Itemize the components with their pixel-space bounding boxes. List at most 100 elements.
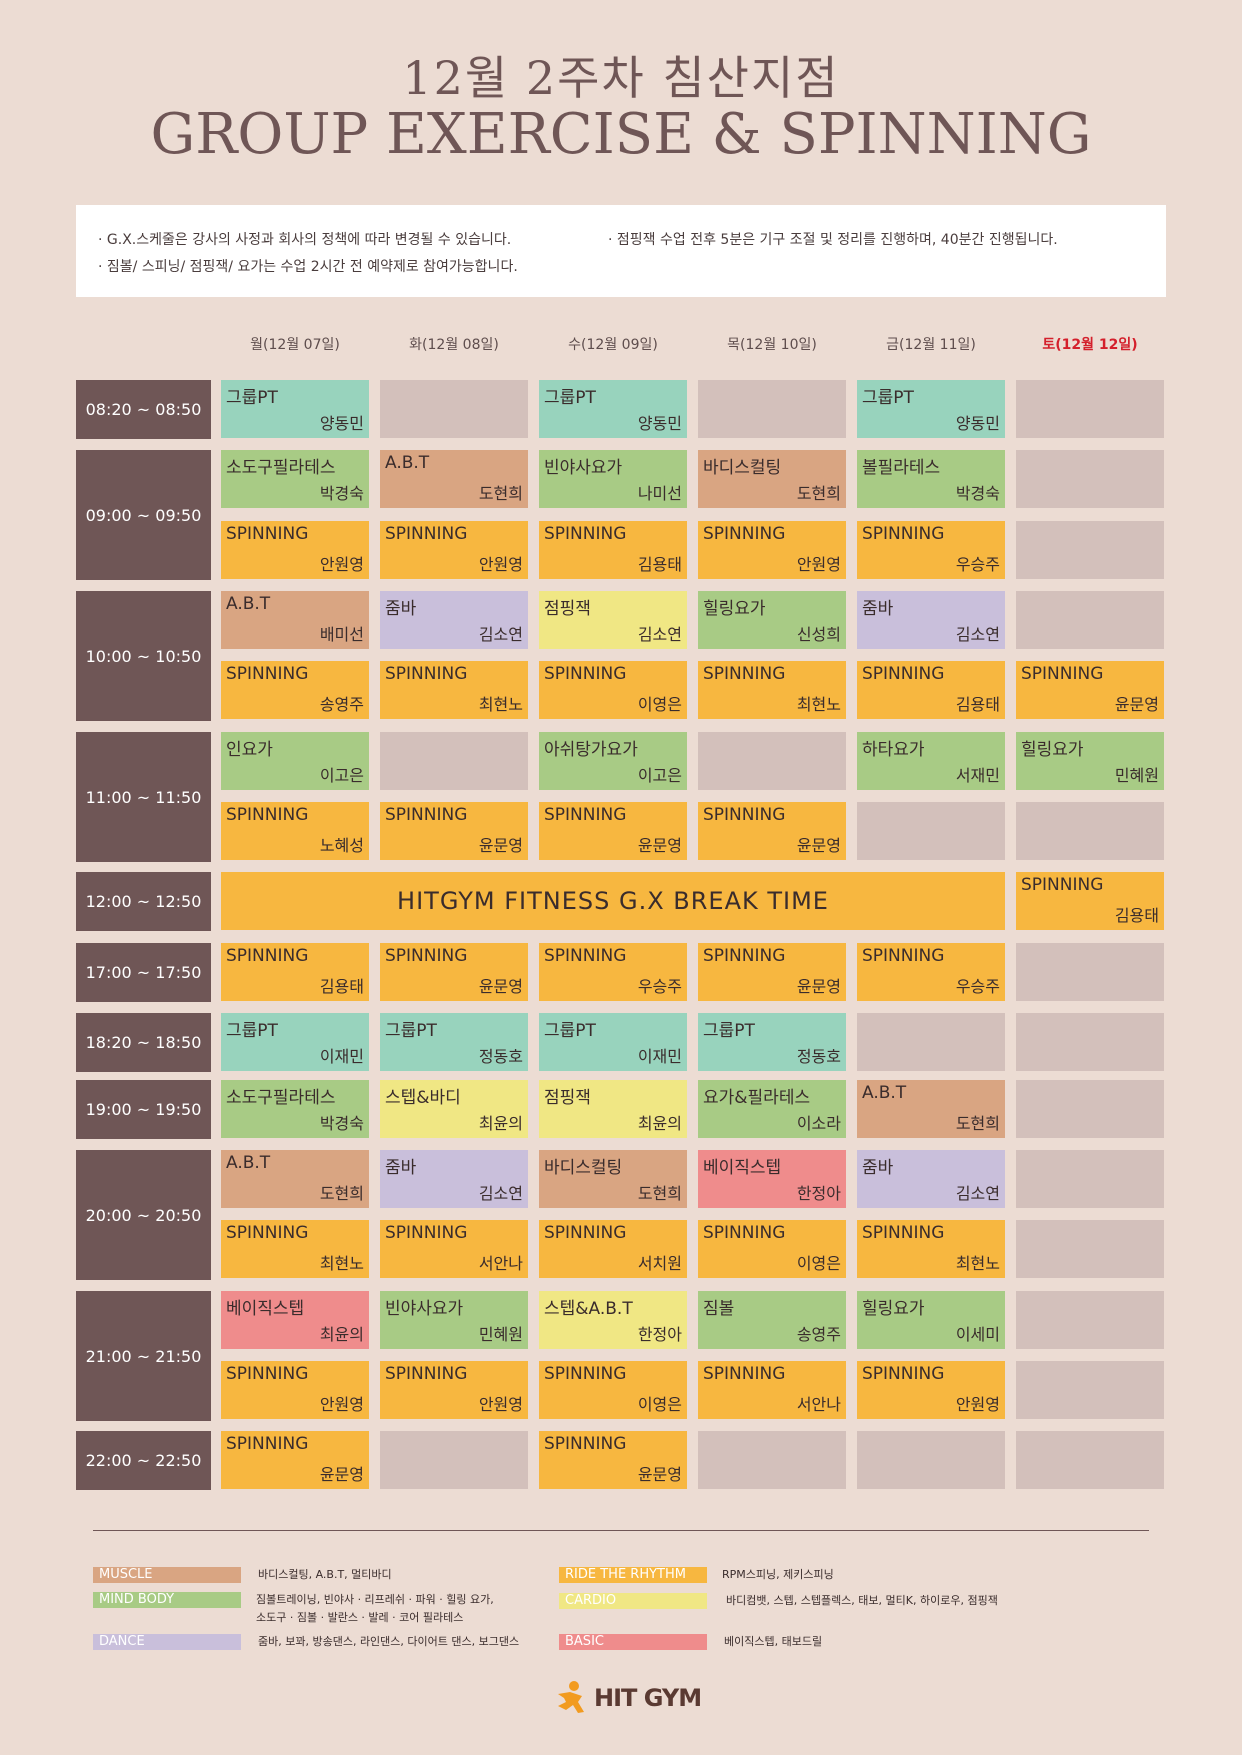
class-slot: SPINNING 안원영 (380, 1361, 528, 1419)
class-slot: SPINNING 송영주 (221, 661, 369, 719)
instructor-name: 정동호 (478, 1047, 523, 1066)
instructor-name: 서안나 (796, 1395, 841, 1414)
time-slot: 19:00 ~ 19:50 (76, 1080, 211, 1139)
instructor-name: 양동민 (319, 414, 364, 433)
instructor-name: 김소연 (478, 1184, 523, 1203)
class-name: SPINNING (703, 805, 786, 825)
class-slot: SPINNING 윤문영 (1016, 661, 1164, 719)
instructor-name: 최윤의 (319, 1325, 364, 1344)
class-name: 힐링요가 (703, 599, 766, 619)
instructor-name: 이세미 (955, 1325, 1000, 1344)
class-slot: 소도구필라테스 박경숙 (221, 450, 369, 508)
class-slot: 그룹PT 양동민 (221, 380, 369, 438)
instructor-name: 신성희 (796, 625, 841, 644)
class-slot: 빈야사요가 민혜원 (380, 1291, 528, 1349)
class-slot: SPINNING 안원영 (857, 1361, 1005, 1419)
class-name: 그룹PT (226, 388, 278, 408)
class-name: 베이직스텝 (703, 1158, 782, 1178)
instructor-name: 도현희 (796, 484, 841, 503)
legend-ride-swatch: RIDE THE RHYTHM (559, 1567, 707, 1583)
class-slot: SPINNING 이영은 (539, 1361, 687, 1419)
instructor-name: 안원영 (478, 1395, 523, 1414)
empty-class-slot (1016, 591, 1164, 649)
instructor-name: 송영주 (796, 1325, 841, 1344)
class-slot: 짐볼 송영주 (698, 1291, 846, 1349)
notice-3: · 짐볼/ 스피닝/ 점핑잭/ 요가는 수업 2시간 전 예약제로 참여가능합니… (98, 259, 518, 275)
class-name: 점핑잭 (544, 1088, 591, 1108)
class-slot: SPINNING 최현노 (221, 1220, 369, 1278)
class-slot: 베이직스텝 한정아 (698, 1150, 846, 1208)
class-slot: 그룹PT 양동민 (539, 380, 687, 438)
class-name: 줌바 (385, 599, 417, 619)
notice-2: · 점핑잭 수업 전후 5분은 기구 조절 및 정리를 진행하며, 40분간 진… (608, 232, 1058, 248)
instructor-name: 민혜원 (478, 1325, 523, 1344)
class-name: SPINNING (226, 524, 309, 544)
class-name: SPINNING (544, 1364, 627, 1384)
instructor-name: 양동민 (955, 414, 1000, 433)
class-name: SPINNING (544, 805, 627, 825)
class-name: 볼필라테스 (862, 458, 941, 478)
class-name: 요가&필라테스 (703, 1088, 811, 1108)
empty-class-slot (857, 1013, 1005, 1071)
legend-basic-desc: 베이직스텝, 태보드릴 (724, 1635, 823, 1648)
class-slot: SPINNING 노혜성 (221, 802, 369, 860)
class-slot: 스텝&A.B.T 한정아 (539, 1291, 687, 1349)
instructor-name: 우승주 (955, 555, 1000, 574)
class-name: SPINNING (862, 1223, 945, 1243)
class-slot: A.B.T 도현희 (857, 1080, 1005, 1138)
instructor-name: 윤문영 (637, 1465, 682, 1484)
class-slot: 스텝&바디 최윤의 (380, 1080, 528, 1138)
class-slot: A.B.T 도현희 (380, 450, 528, 508)
instructor-name: 이영은 (637, 1395, 682, 1414)
empty-class-slot (1016, 1361, 1164, 1419)
class-slot: SPINNING 윤문영 (698, 943, 846, 1001)
class-name: 줌바 (862, 1158, 894, 1178)
instructor-name: 도현희 (319, 1184, 364, 1203)
class-name: 스텝&바디 (385, 1088, 461, 1108)
legend-cardio-swatch: CARDIO (559, 1593, 707, 1609)
class-name: SPINNING (703, 664, 786, 684)
instructor-name: 송영주 (319, 695, 364, 714)
class-name: 점핑잭 (544, 599, 591, 619)
class-name: SPINNING (862, 664, 945, 684)
class-slot: SPINNING 김용태 (539, 521, 687, 579)
instructor-name: 박경숙 (955, 484, 1000, 503)
legend-basic-swatch: BASIC (559, 1634, 707, 1650)
notice-1: · G.X.스케줄은 강사의 사정과 회사의 정책에 따라 변경될 수 있습니다… (98, 232, 512, 248)
class-name: 줌바 (862, 599, 894, 619)
class-slot: SPINNING 최현노 (698, 661, 846, 719)
class-slot: SPINNING 윤문영 (380, 802, 528, 860)
empty-class-slot (1016, 943, 1164, 1001)
class-name: SPINNING (226, 946, 309, 966)
class-slot: 힐링요가 이세미 (857, 1291, 1005, 1349)
empty-class-slot (380, 1431, 528, 1489)
class-name: 그룹PT (544, 388, 596, 408)
class-name: SPINNING (703, 1364, 786, 1384)
instructor-name: 김소연 (637, 625, 682, 644)
instructor-name: 김소연 (955, 1184, 1000, 1203)
class-name: A.B.T (862, 1083, 907, 1103)
class-name: A.B.T (385, 453, 430, 473)
instructor-name: 노혜성 (319, 836, 364, 855)
instructor-name: 한정아 (637, 1325, 682, 1344)
time-slot: 08:20 ~ 08:50 (76, 380, 211, 439)
class-slot: SPINNING 윤문영 (539, 802, 687, 860)
class-name: SPINNING (226, 1223, 309, 1243)
instructor-name: 김소연 (478, 625, 523, 644)
empty-class-slot (1016, 521, 1164, 579)
class-slot: SPINNING 김용태 (1016, 872, 1164, 930)
class-slot: SPINNING 안원영 (698, 521, 846, 579)
class-slot: SPINNING 안원영 (380, 521, 528, 579)
empty-class-slot (1016, 1220, 1164, 1278)
instructor-name: 윤문영 (478, 836, 523, 855)
page-subtitle: GROUP EXERCISE & SPINNING (150, 102, 1092, 167)
class-slot: SPINNING 김용태 (221, 943, 369, 1001)
divider (93, 1530, 1149, 1531)
class-name: SPINNING (385, 946, 468, 966)
legend-ride-desc: RPM스피닝, 제키스피닝 (722, 1568, 834, 1581)
class-slot: 바디스컬팅 도현희 (698, 450, 846, 508)
instructor-name: 이영은 (796, 1254, 841, 1273)
class-name: 하타요가 (862, 740, 925, 760)
